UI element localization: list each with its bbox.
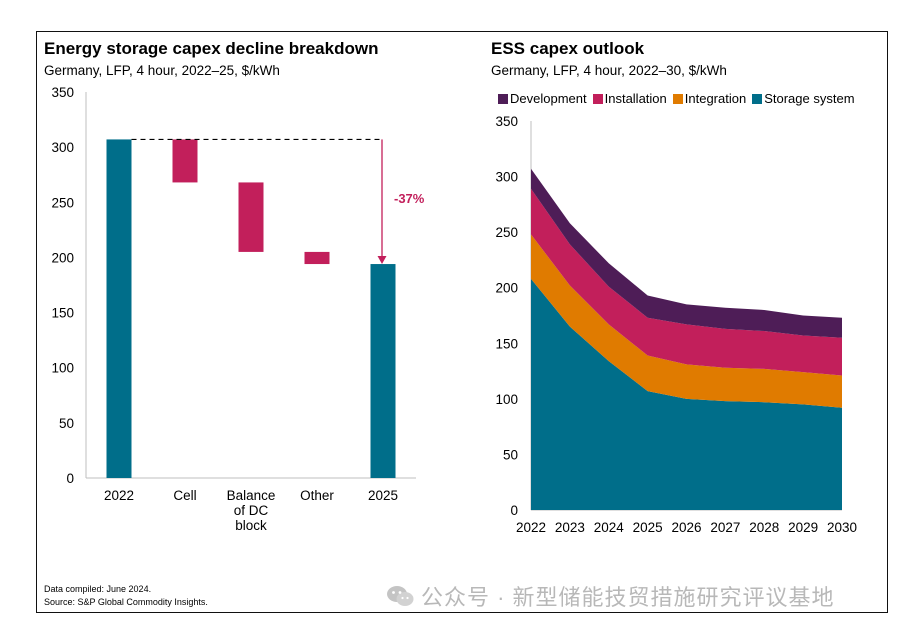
- x-tick-label: 2026: [671, 520, 701, 535]
- legend-label-integration: Integration: [684, 91, 747, 106]
- x-tick-label: 2022: [104, 488, 134, 503]
- waterfall-bar-cell: [172, 139, 198, 183]
- y-tick-label: 100: [51, 361, 74, 376]
- x-tick-label: 2029: [788, 520, 818, 535]
- legend-label-installation: Installation: [604, 91, 667, 106]
- footnote-source: Source: S&P Global Commodity Insights.: [44, 597, 208, 607]
- legend-swatch-storage-system: [752, 93, 763, 104]
- decline-arrow-head: [377, 256, 387, 265]
- x-tick-label: 2025: [633, 520, 663, 535]
- y-tick-label: 300: [495, 170, 518, 185]
- waterfall-bar-2022: [106, 139, 132, 478]
- footnote-compiled: Data compiled: June 2024.: [44, 584, 152, 594]
- y-tick-label: 250: [51, 195, 74, 210]
- y-tick-label: 350: [495, 114, 518, 129]
- area-series-installation: [531, 188, 842, 376]
- x-tick-label: block: [235, 518, 267, 533]
- x-tick-label: 2023: [555, 520, 585, 535]
- y-tick-label: 0: [510, 503, 518, 518]
- waterfall-bar-balance-of-dc-block: [238, 182, 264, 252]
- x-tick-label: 2027: [710, 520, 740, 535]
- x-tick-label: 2024: [594, 520, 625, 535]
- legend-item-installation: Installation: [592, 91, 667, 106]
- y-tick-label: 350: [51, 85, 74, 100]
- legend-swatch-development: [498, 93, 508, 104]
- area-series-development: [531, 168, 842, 338]
- right-chart-subtitle: Germany, LFP, 4 hour, 2022–30, $/kWh: [491, 63, 727, 78]
- x-tick-label: Balance: [227, 488, 276, 503]
- y-tick-label: 200: [51, 250, 74, 265]
- waterfall-bar-2025: [370, 264, 396, 478]
- watermark-text: 公众号 · 新型储能技贸措施研究评议基地: [421, 585, 835, 610]
- y-tick-label: 200: [495, 281, 518, 296]
- right-chart-title: ESS capex outlook: [491, 39, 645, 58]
- legend-item-development: Development: [498, 91, 587, 106]
- watermark: 公众号 · 新型储能技贸措施研究评议基地: [385, 580, 835, 612]
- x-tick-label: 2025: [368, 488, 398, 503]
- x-tick-label: 2030: [827, 520, 857, 535]
- y-tick-label: 300: [51, 140, 74, 155]
- left-chart-subtitle: Germany, LFP, 4 hour, 2022–25, $/kWh: [44, 63, 280, 78]
- y-tick-label: 150: [51, 306, 74, 321]
- y-tick-label: 100: [495, 392, 518, 407]
- legend-label-development: Development: [510, 91, 587, 106]
- waterfall-bar-other: [304, 251, 330, 265]
- area-legend: Development Installation Integration Sto…: [498, 91, 861, 106]
- y-tick-label: 50: [503, 447, 518, 462]
- legend-label-storage-system: Storage system: [764, 91, 855, 106]
- y-tick-label: 150: [495, 336, 518, 351]
- wechat-icon: [387, 586, 414, 606]
- legend-item-storage-system: Storage system: [752, 91, 855, 106]
- area-series-integration: [531, 234, 842, 408]
- x-tick-label: of DC: [234, 503, 269, 518]
- y-tick-label: 50: [59, 416, 74, 431]
- y-tick-label: 250: [495, 225, 518, 240]
- x-tick-label: 2022: [516, 520, 546, 535]
- decline-percent-label: -37%: [394, 191, 425, 206]
- x-tick-label: 2028: [749, 520, 779, 535]
- area-series-storage-system: [531, 278, 842, 510]
- legend-swatch-integration: [672, 93, 683, 104]
- legend-item-integration: Integration: [672, 91, 747, 106]
- y-tick-label: 0: [66, 471, 74, 486]
- left-chart-title: Energy storage capex decline breakdown: [44, 39, 379, 58]
- x-tick-label: Other: [300, 488, 334, 503]
- legend-swatch-installation: [592, 93, 603, 104]
- x-tick-label: Cell: [173, 488, 196, 503]
